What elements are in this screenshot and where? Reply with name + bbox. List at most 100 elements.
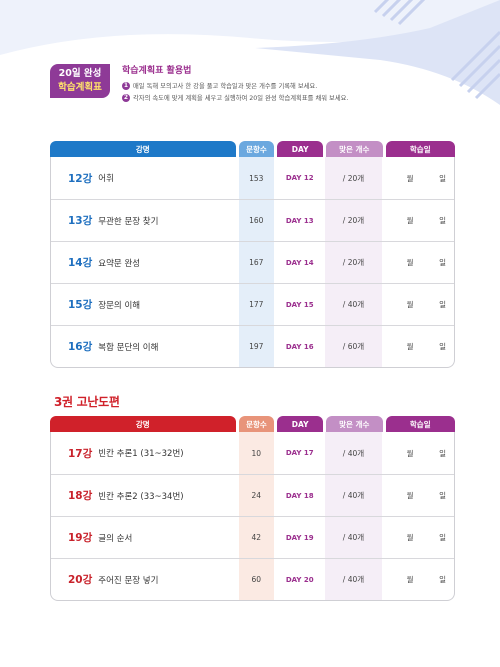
lecture-cell: 14강 요약문 완성 (51, 242, 236, 283)
guide-item: 1 매일 독해 모의고사 한 강을 풀고 학습일과 맞은 개수를 기록해 보세요… (122, 81, 348, 90)
lecture-number: 19강 (68, 532, 93, 544)
correct-count-field[interactable]: / 40개 (325, 475, 382, 516)
day-label: DAY 19 (285, 533, 314, 542)
month-label: 월 (406, 342, 414, 351)
lecture-number: 20강 (68, 574, 93, 586)
month-label: 월 (406, 216, 414, 225)
lecture-title: 복합 문단의 이해 (98, 342, 159, 353)
month-label: 월 (406, 300, 414, 309)
header-lecture-name: 강명 (50, 416, 236, 432)
lecture-number: 16강 (68, 341, 93, 353)
month-label: 월 (406, 491, 414, 500)
lecture-cell: 18강 빈칸 추론2 (33~34번) (51, 475, 236, 516)
correct-count-field[interactable]: / 60개 (325, 326, 382, 367)
correct-count-field[interactable]: / 20개 (325, 200, 382, 241)
day-suffix-label: 일 (439, 342, 446, 351)
question-count: 167 (238, 242, 275, 283)
lecture-cell: 13강 무관한 문장 찾기 (51, 200, 236, 241)
correct-count-field[interactable]: / 40개 (325, 517, 382, 558)
study-plan-table-2: 강명 문항수 DAY 맞은 개수 학습일 17강 빈칸 추론1 (31~32번) … (50, 416, 455, 601)
lecture-title: 빈칸 추론2 (33~34번) (98, 491, 184, 502)
question-count: 197 (238, 326, 275, 367)
day-label: DAY 14 (285, 258, 314, 267)
lecture-cell: 15강 장문의 이해 (51, 284, 236, 325)
question-count: 60 (238, 559, 275, 600)
question-count: 177 (238, 284, 275, 325)
header-day: DAY (277, 416, 323, 432)
day-label: DAY 12 (285, 174, 314, 182)
number-2-icon: 2 (122, 93, 130, 102)
correct-count-field[interactable]: / 40개 (325, 432, 382, 474)
month-label: 월 (406, 173, 414, 183)
day-label: DAY 17 (285, 449, 314, 457)
lecture-cell: 16강 복합 문단의 이해 (51, 326, 236, 367)
guide-title: 학습계획표 활용법 (122, 66, 192, 76)
day-label: DAY 16 (285, 342, 314, 351)
day-suffix-label: 일 (439, 491, 446, 500)
study-plan-table-1: 강명 문항수 DAY 맞은 개수 학습일 12강 어휘 153 DAY 12 / … (50, 141, 455, 368)
day-label: DAY 13 (285, 216, 314, 225)
lecture-title: 어휘 (98, 174, 114, 184)
header-question-count: 문항수 (238, 141, 275, 157)
question-count: 10 (238, 432, 275, 474)
lecture-number: 13강 (68, 215, 93, 227)
lecture-title: 주어진 문장 넣기 (98, 575, 159, 586)
header-study-date: 학습일 (385, 141, 455, 157)
lecture-cell: 17강 빈칸 추론1 (31~32번) (51, 432, 236, 474)
day-label: DAY 20 (285, 575, 314, 584)
guide-item-text: 각자의 속도에 맞게 계획을 세우고 실행하여 20일 완성 학습계획표를 채워… (133, 95, 349, 102)
study-plan-badge: 20일 완성 학습계획표 (50, 64, 110, 98)
header-day: DAY (277, 141, 323, 157)
header-lecture-name: 강명 (50, 141, 236, 157)
day-suffix-label: 일 (439, 216, 446, 225)
header-decoration (0, 0, 500, 105)
month-label: 월 (406, 533, 414, 542)
lecture-number: 15강 (68, 299, 93, 311)
header-correct-count: 맞은 개수 (325, 416, 383, 432)
day-suffix-label: 일 (439, 575, 446, 584)
lecture-title: 무관한 문장 찾기 (98, 216, 159, 227)
month-label: 월 (406, 575, 414, 584)
header-correct-count: 맞은 개수 (325, 141, 383, 157)
question-count: 24 (238, 475, 275, 516)
lecture-cell: 19강 글의 순서 (51, 517, 236, 558)
header-study-date: 학습일 (385, 416, 455, 432)
header-question-count: 문항수 (238, 416, 275, 432)
usage-guide: 학습계획표 활용법 1 매일 독해 모의고사 한 강을 풀고 학습일과 맞은 개… (122, 63, 348, 105)
badge-line1: 20일 완성 (58, 68, 102, 79)
table-header: 강명 문항수 DAY 맞은 개수 학습일 (50, 141, 455, 157)
number-1-icon: 1 (122, 81, 130, 90)
table-header: 강명 문항수 DAY 맞은 개수 학습일 (50, 416, 455, 432)
lecture-cell: 20강 주어진 문장 넣기 (51, 559, 236, 600)
lecture-cell: 12강 어휘 (51, 157, 236, 199)
lecture-title: 요약문 완성 (98, 258, 141, 269)
lecture-number: 17강 (68, 447, 93, 460)
guide-item-text: 매일 독해 모의고사 한 강을 풀고 학습일과 맞은 개수를 기록해 보세요. (133, 83, 318, 90)
correct-count-field[interactable]: / 20개 (325, 242, 382, 283)
question-count: 42 (238, 517, 275, 558)
lecture-title: 장문의 이해 (98, 300, 141, 311)
correct-count-field[interactable]: / 40개 (325, 284, 382, 325)
correct-count-field[interactable]: / 20개 (325, 157, 382, 199)
correct-count-field[interactable]: / 40개 (325, 559, 382, 600)
day-label: DAY 15 (285, 300, 314, 309)
